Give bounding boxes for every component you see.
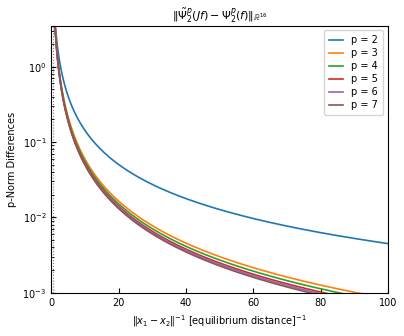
p = 6 <box>385 305 390 309</box>
p = 6 <box>204 258 209 262</box>
Legend: p = 2, p = 3, p = 4, p = 5, p = 6, p = 7: p = 2, p = 3, p = 4, p = 5, p = 6, p = 7 <box>324 31 383 115</box>
p = 7 <box>314 292 319 296</box>
Line: p = 5: p = 5 <box>53 0 388 306</box>
Y-axis label: p-Norm Differences: p-Norm Differences <box>7 112 17 207</box>
p = 5 <box>204 256 209 260</box>
p = 5 <box>68 125 73 129</box>
p = 2 <box>204 204 209 208</box>
p = 4 <box>314 286 319 290</box>
p = 2 <box>314 230 319 234</box>
p = 3 <box>204 250 209 254</box>
p = 7 <box>385 307 390 311</box>
p = 2 <box>213 206 218 210</box>
p = 7 <box>68 127 73 131</box>
p = 2 <box>376 240 381 244</box>
Line: p = 6: p = 6 <box>53 0 388 307</box>
Line: p = 2: p = 2 <box>53 0 388 244</box>
p = 3 <box>314 282 319 286</box>
p = 6 <box>314 291 319 295</box>
Line: p = 3: p = 3 <box>53 0 388 299</box>
p = 7 <box>376 305 381 309</box>
p = 4 <box>68 124 73 128</box>
p = 3 <box>376 295 381 299</box>
Line: p = 4: p = 4 <box>53 0 388 302</box>
Title: $\|\tilde{\Psi}_2^p(Jf) - \Psi_2^p(f)\|_{\mathbb{R}^{16}}$: $\|\tilde{\Psi}_2^p(Jf) - \Psi_2^p(f)\|_… <box>172 7 267 25</box>
p = 3 <box>213 253 218 257</box>
p = 5 <box>314 289 319 293</box>
p = 5 <box>213 259 218 263</box>
p = 6 <box>68 126 73 130</box>
p = 2 <box>376 240 381 244</box>
p = 2 <box>385 242 390 246</box>
p = 7 <box>376 305 381 309</box>
p = 4 <box>376 299 381 303</box>
p = 7 <box>213 262 218 266</box>
p = 4 <box>385 300 390 304</box>
p = 5 <box>385 304 390 308</box>
p = 4 <box>376 299 381 303</box>
p = 5 <box>376 302 381 306</box>
p = 4 <box>213 257 218 261</box>
p = 2 <box>68 100 73 104</box>
p = 3 <box>68 122 73 126</box>
p = 6 <box>213 261 218 265</box>
p = 5 <box>376 302 381 306</box>
p = 3 <box>376 295 381 299</box>
X-axis label: $\|x_1 - x_2\|^{-1}$ [equilibrium distance]$^{-1}$: $\|x_1 - x_2\|^{-1}$ [equilibrium distan… <box>132 313 307 329</box>
p = 3 <box>385 297 390 301</box>
p = 4 <box>204 253 209 257</box>
Line: p = 7: p = 7 <box>53 0 388 309</box>
p = 6 <box>376 304 381 308</box>
p = 7 <box>204 259 209 263</box>
p = 6 <box>376 304 381 308</box>
